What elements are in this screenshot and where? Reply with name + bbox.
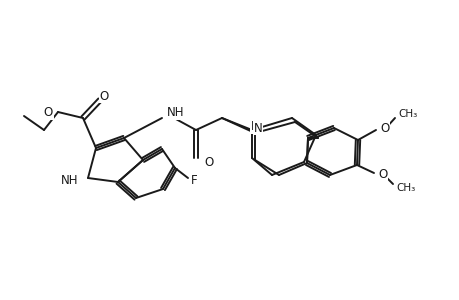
Text: O: O	[203, 157, 213, 169]
Text: NH: NH	[61, 173, 78, 187]
Text: N: N	[253, 122, 262, 134]
Text: NH: NH	[167, 106, 184, 119]
Text: O: O	[44, 106, 53, 119]
Text: CH₃: CH₃	[397, 109, 416, 119]
Text: O: O	[379, 122, 388, 136]
Text: O: O	[99, 89, 108, 103]
Text: O: O	[377, 167, 386, 181]
Text: N: N	[250, 121, 259, 134]
Text: F: F	[190, 173, 197, 187]
Text: CH₃: CH₃	[395, 183, 414, 193]
